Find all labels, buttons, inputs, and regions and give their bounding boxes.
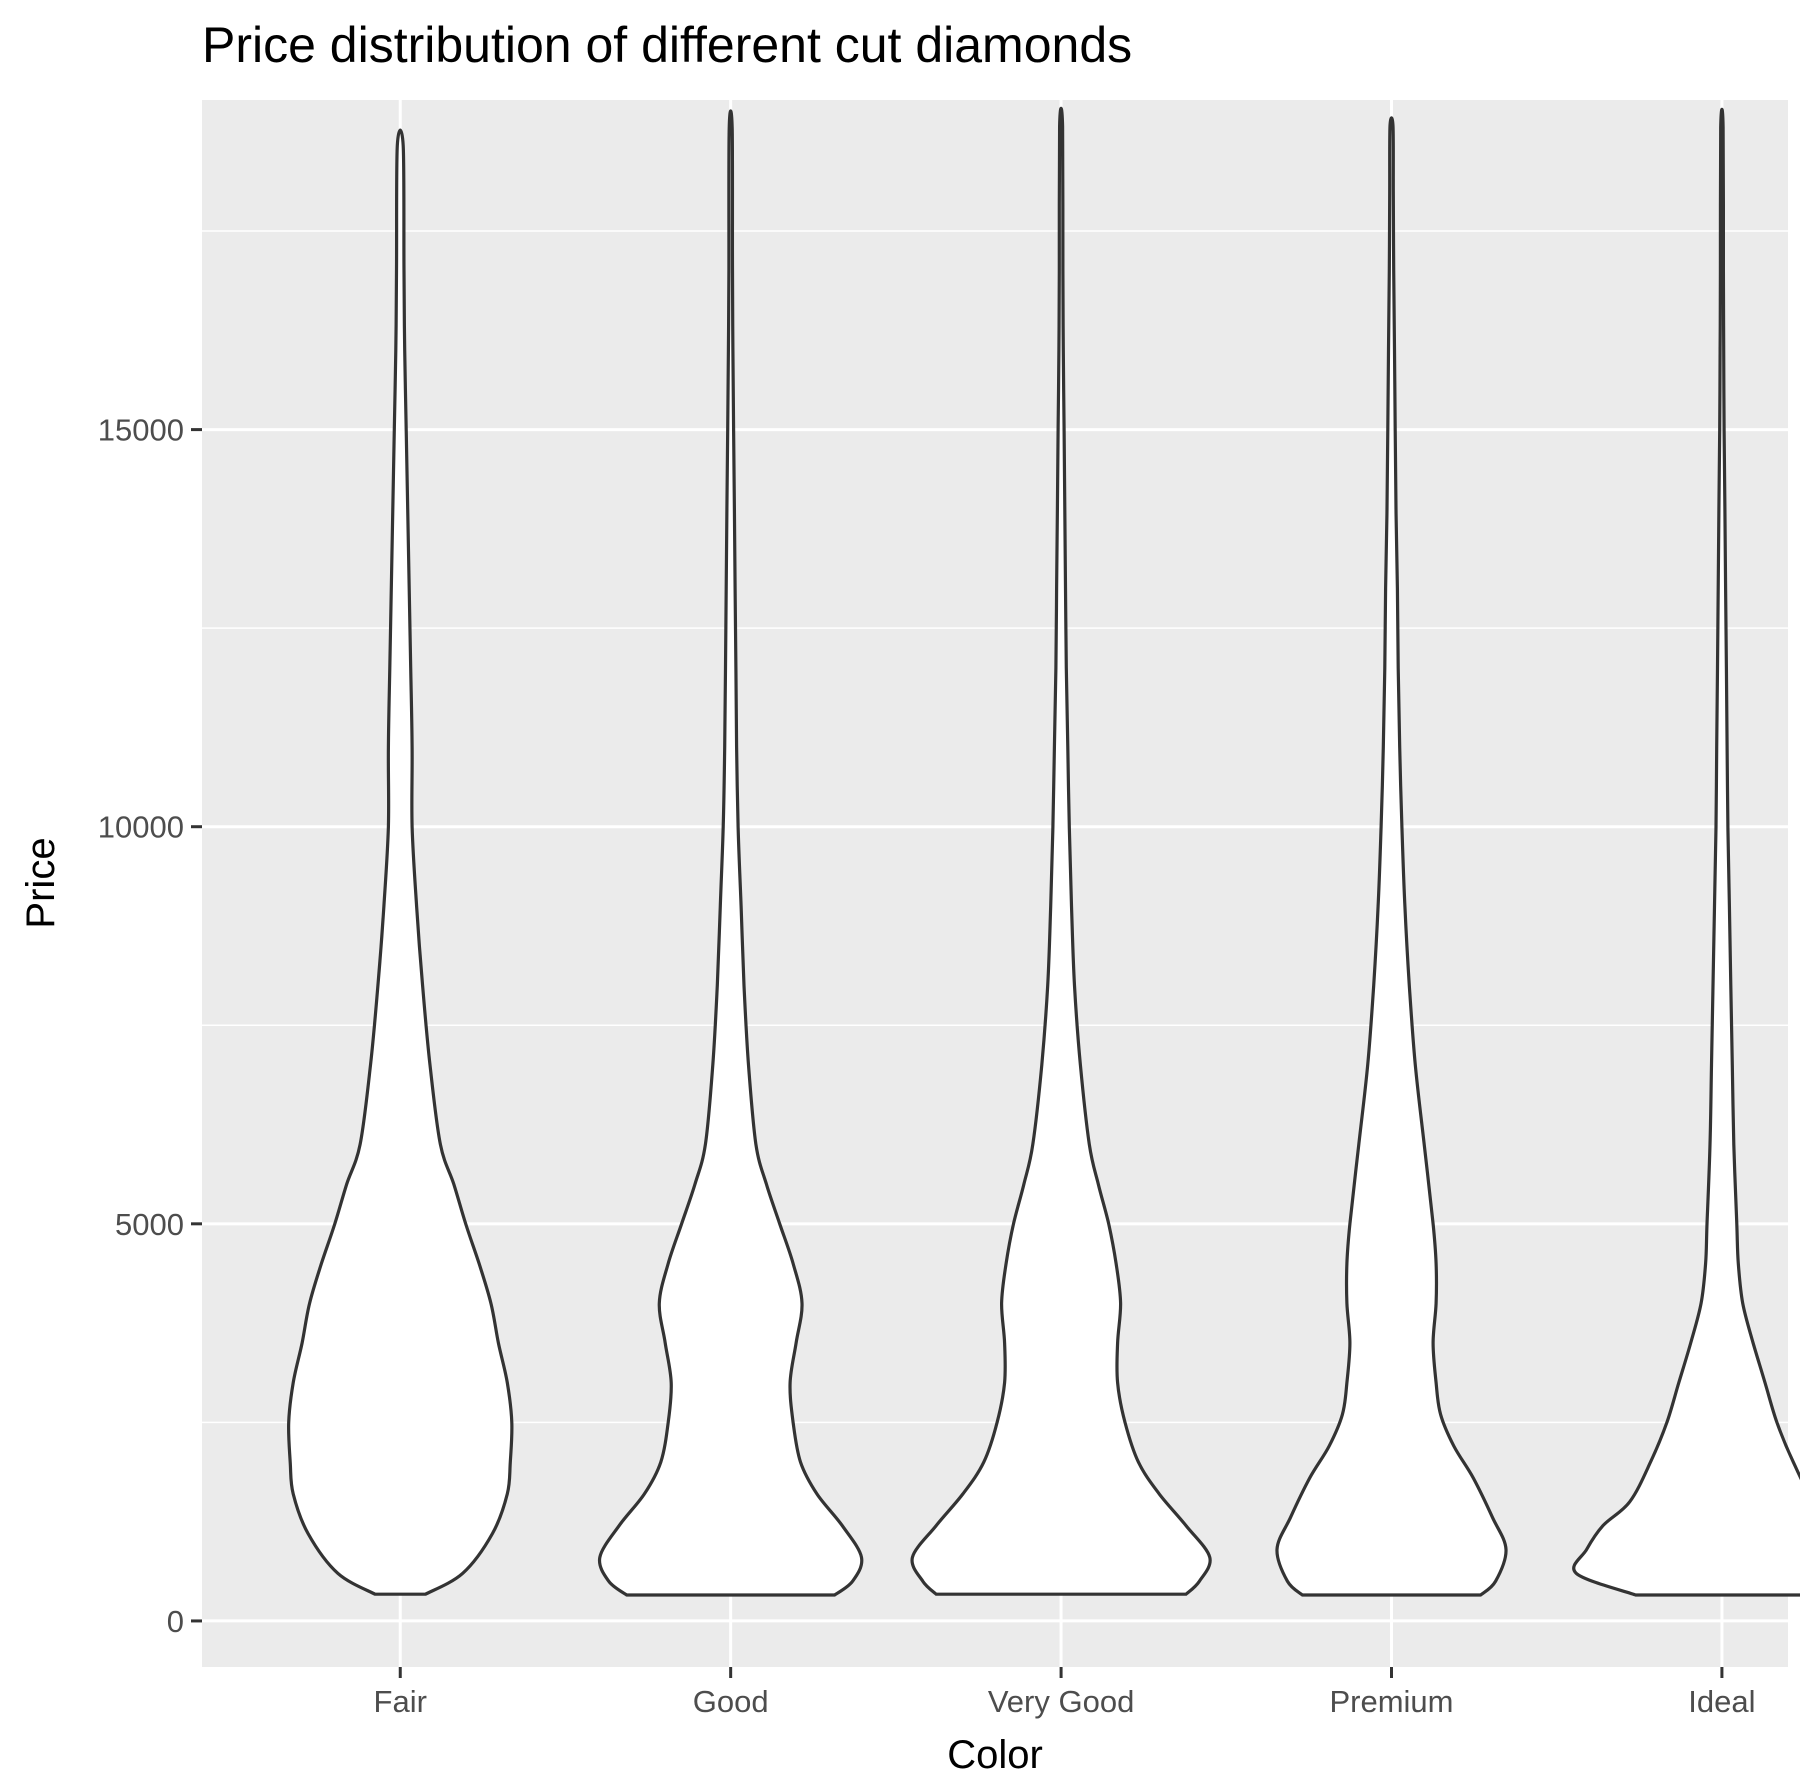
x-axis: Fair Good Very Good Premium Ideal xyxy=(374,1667,1756,1719)
violins xyxy=(286,106,1800,1597)
x-tick-label: Good xyxy=(693,1684,769,1719)
x-tick-label: Ideal xyxy=(1688,1684,1755,1719)
violin-fair xyxy=(286,128,514,1596)
y-axis: 0 5000 10000 15000 xyxy=(98,413,202,1639)
x-tick-label: Fair xyxy=(374,1684,427,1719)
y-axis-title: Price xyxy=(19,837,63,928)
y-tick-label: 0 xyxy=(167,1604,184,1639)
y-tick-label: 10000 xyxy=(98,810,184,845)
x-axis-title: Color xyxy=(947,1733,1043,1777)
violin-good xyxy=(597,109,864,1597)
violin-very-good xyxy=(910,106,1212,1596)
x-tick-label: Very Good xyxy=(988,1684,1134,1719)
violin-ideal xyxy=(1572,107,1800,1597)
chart-title: Price distribution of different cut diam… xyxy=(202,17,1132,73)
violin-premium xyxy=(1275,116,1508,1597)
x-tick-label: Premium xyxy=(1329,1684,1453,1719)
y-tick-label: 5000 xyxy=(115,1207,184,1242)
y-tick-label: 15000 xyxy=(98,413,184,448)
